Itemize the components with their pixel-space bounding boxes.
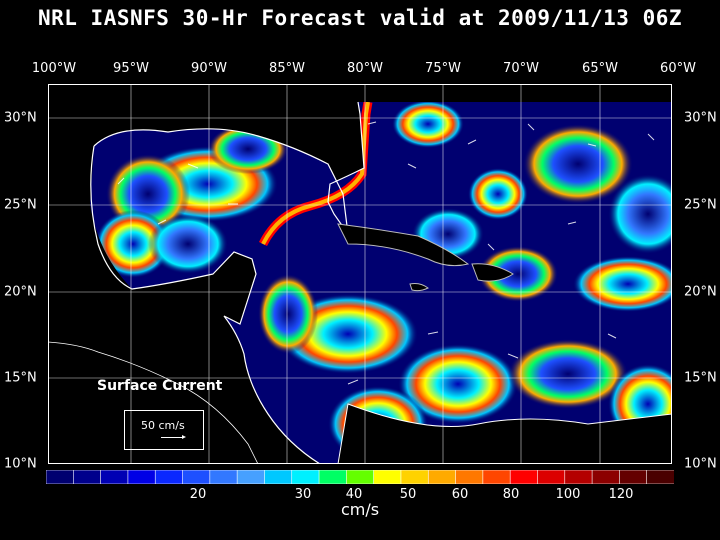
colorbar-tick-60: 60 — [451, 487, 469, 502]
colorbar-swatch — [373, 470, 402, 484]
lat-label-25n-left: 25°N — [4, 197, 37, 213]
lon-label-65w: 65°W — [582, 61, 618, 76]
colorbar-tick-100: 100 — [555, 487, 581, 502]
colorbar-swatch — [400, 470, 429, 484]
lat-label-30n-left: 30°N — [4, 110, 37, 126]
colorbar-swatch — [236, 470, 266, 484]
lat-label-15n-right: 15°N — [684, 370, 717, 386]
lat-label-10n-left: 10°N — [4, 456, 37, 472]
jamaica-island — [409, 283, 429, 292]
lon-label-80w: 80°W — [347, 61, 383, 76]
colorbar-tick-120: 120 — [608, 487, 634, 502]
colorbar-swatch — [264, 470, 293, 484]
lon-label-100w: 100°W — [31, 61, 77, 76]
reference-vector-label: 50 cm/s — [141, 419, 185, 432]
lon-label-60w: 60°W — [660, 61, 696, 76]
lat-label-20n-left: 20°N — [4, 284, 37, 300]
colorbar-tick-20: 20 — [189, 487, 207, 502]
graticule — [48, 84, 672, 464]
colorbar-swatch — [509, 470, 539, 484]
colorbar-swatch — [619, 470, 648, 484]
colorbar-units: cm/s — [340, 500, 380, 519]
central-america-coastline — [90, 145, 321, 464]
lat-label-20n-right: 20°N — [684, 284, 717, 300]
hispaniola-island — [471, 263, 514, 282]
reference-vector-box: 50 cm/s — [124, 410, 204, 450]
colorbar-swatch — [291, 470, 320, 484]
lon-label-95w: 95°W — [113, 61, 149, 76]
colorbar-swatch — [537, 470, 566, 484]
colorbar-swatch — [346, 470, 375, 484]
colorbar — [46, 470, 674, 484]
colorbar-swatch — [182, 470, 211, 484]
lon-label-90w: 90°W — [191, 61, 227, 76]
lon-label-70w: 70°W — [503, 61, 539, 76]
colorbar-swatch — [154, 470, 184, 484]
colorbar-swatch — [646, 470, 674, 484]
colorbar-tick-80: 80 — [502, 487, 520, 502]
lat-label-15n-left: 15°N — [4, 370, 37, 386]
colorbar-swatch — [455, 470, 484, 484]
pacific-coastline — [48, 341, 259, 464]
lat-label-10n-right: 10°N — [684, 456, 717, 472]
colorbar-swatch — [72, 470, 102, 484]
colorbar-swatch — [46, 470, 74, 484]
lat-label-30n-right: 30°N — [684, 110, 717, 126]
lon-label-85w: 85°W — [269, 61, 305, 76]
current-speed-map — [48, 84, 672, 464]
lat-label-25n-right: 25°N — [684, 197, 717, 213]
colorbar-swatch — [591, 470, 620, 484]
map-frame — [48, 84, 672, 464]
colorbar-swatch — [127, 470, 156, 484]
south-america-land — [337, 403, 672, 464]
legend-title: Surface Current — [97, 378, 223, 394]
colorbar-tick-30: 30 — [294, 487, 312, 502]
lon-label-75w: 75°W — [425, 61, 461, 76]
cuba-island — [337, 223, 470, 267]
colorbar-tick-50: 50 — [399, 487, 417, 502]
colorbar-swatch — [482, 470, 511, 484]
colorbar-swatch — [318, 470, 347, 484]
colorbar-swatch — [564, 470, 593, 484]
colorbar-tick-40: 40 — [345, 487, 363, 502]
map-title: NRL IASNFS 30-Hr Forecast valid at 2009/… — [37, 6, 682, 30]
ocean-current-field — [90, 102, 672, 464]
gulf-coastline — [93, 101, 365, 235]
colorbar-swatch — [209, 470, 238, 484]
colorbar-swatch — [427, 470, 457, 484]
colorbar-swatch — [100, 470, 129, 484]
reference-arrow-icon — [161, 435, 186, 439]
